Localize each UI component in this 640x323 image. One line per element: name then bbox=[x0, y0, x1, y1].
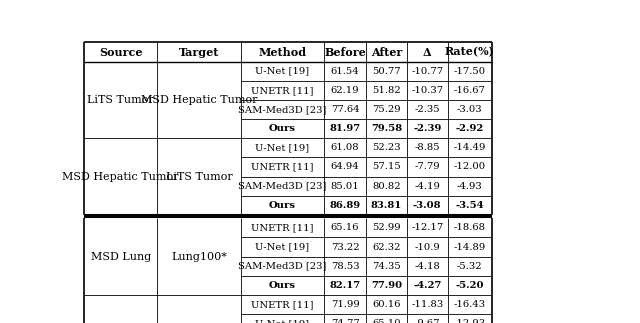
Text: LiTS Tumor: LiTS Tumor bbox=[87, 95, 154, 105]
Text: -18.68: -18.68 bbox=[454, 224, 486, 233]
Text: -2.39: -2.39 bbox=[413, 124, 442, 133]
Text: U-Net [19]: U-Net [19] bbox=[255, 67, 309, 76]
Text: 71.99: 71.99 bbox=[331, 300, 360, 309]
Text: MSD Lung: MSD Lung bbox=[90, 252, 151, 262]
Text: MSD Hepatic Tumor: MSD Hepatic Tumor bbox=[141, 95, 257, 105]
Text: 50.77: 50.77 bbox=[372, 67, 401, 76]
Text: -4.93: -4.93 bbox=[457, 182, 483, 191]
Text: SAM-Med3D [23]: SAM-Med3D [23] bbox=[238, 262, 326, 271]
Text: 74.35: 74.35 bbox=[372, 262, 401, 271]
Text: After: After bbox=[371, 47, 402, 57]
Text: -3.08: -3.08 bbox=[413, 201, 442, 210]
Text: 81.97: 81.97 bbox=[330, 124, 361, 133]
Text: Δ: Δ bbox=[423, 47, 431, 57]
Text: -8.85: -8.85 bbox=[414, 143, 440, 152]
Text: U-Net [19]: U-Net [19] bbox=[255, 319, 309, 323]
Text: U-Net [19]: U-Net [19] bbox=[255, 243, 309, 252]
Text: 85.01: 85.01 bbox=[331, 182, 360, 191]
Text: 75.29: 75.29 bbox=[372, 105, 401, 114]
Text: 51.82: 51.82 bbox=[372, 86, 401, 95]
Text: 82.17: 82.17 bbox=[330, 281, 361, 290]
Text: Ours: Ours bbox=[269, 201, 296, 210]
Text: 83.81: 83.81 bbox=[371, 201, 402, 210]
Text: 80.82: 80.82 bbox=[372, 182, 401, 191]
Text: -5.32: -5.32 bbox=[457, 262, 483, 271]
Text: Rate(%): Rate(%) bbox=[445, 47, 495, 57]
Text: SAM-Med3D [23]: SAM-Med3D [23] bbox=[238, 105, 326, 114]
Text: Ours: Ours bbox=[269, 124, 296, 133]
Text: Source: Source bbox=[99, 47, 143, 57]
Text: -11.83: -11.83 bbox=[411, 300, 444, 309]
Text: 57.15: 57.15 bbox=[372, 162, 401, 172]
Text: UNETR [11]: UNETR [11] bbox=[251, 300, 314, 309]
Text: -7.79: -7.79 bbox=[414, 162, 440, 172]
Text: Lung100*: Lung100* bbox=[171, 252, 227, 262]
Text: -4.19: -4.19 bbox=[414, 182, 440, 191]
Text: 73.22: 73.22 bbox=[331, 243, 360, 252]
Text: 52.23: 52.23 bbox=[372, 143, 401, 152]
Text: 61.54: 61.54 bbox=[331, 67, 360, 76]
Text: -2.35: -2.35 bbox=[414, 105, 440, 114]
Text: 65.16: 65.16 bbox=[331, 224, 360, 233]
Text: -14.49: -14.49 bbox=[454, 143, 486, 152]
Text: LiTS Tumor: LiTS Tumor bbox=[166, 172, 232, 182]
Text: -16.43: -16.43 bbox=[454, 300, 486, 309]
Text: Ours: Ours bbox=[269, 281, 296, 290]
Text: 64.94: 64.94 bbox=[331, 162, 360, 172]
Text: 60.16: 60.16 bbox=[372, 300, 401, 309]
Text: -12.17: -12.17 bbox=[411, 224, 444, 233]
Text: -5.20: -5.20 bbox=[456, 281, 484, 290]
Text: 62.32: 62.32 bbox=[372, 243, 401, 252]
Text: -16.67: -16.67 bbox=[454, 86, 486, 95]
Text: 78.53: 78.53 bbox=[331, 262, 360, 271]
Text: UNETR [11]: UNETR [11] bbox=[251, 162, 314, 172]
Text: -2.92: -2.92 bbox=[456, 124, 484, 133]
Text: -3.03: -3.03 bbox=[457, 105, 483, 114]
Text: -17.50: -17.50 bbox=[454, 67, 486, 76]
Text: 79.58: 79.58 bbox=[371, 124, 402, 133]
Text: -10.9: -10.9 bbox=[414, 243, 440, 252]
Text: U-Net [19]: U-Net [19] bbox=[255, 143, 309, 152]
Text: -9.67: -9.67 bbox=[415, 319, 440, 323]
Text: -4.27: -4.27 bbox=[413, 281, 442, 290]
Text: 77.90: 77.90 bbox=[371, 281, 402, 290]
Text: Target: Target bbox=[179, 47, 220, 57]
Text: -12.93: -12.93 bbox=[454, 319, 486, 323]
Text: 74.77: 74.77 bbox=[331, 319, 360, 323]
Text: 77.64: 77.64 bbox=[331, 105, 360, 114]
Text: 61.08: 61.08 bbox=[331, 143, 360, 152]
Text: 62.19: 62.19 bbox=[331, 86, 360, 95]
Text: -4.18: -4.18 bbox=[414, 262, 440, 271]
Text: 86.89: 86.89 bbox=[330, 201, 361, 210]
Text: -12.00: -12.00 bbox=[454, 162, 486, 172]
Text: Before: Before bbox=[324, 47, 366, 57]
Text: UNETR [11]: UNETR [11] bbox=[251, 224, 314, 233]
Text: -10.37: -10.37 bbox=[411, 86, 444, 95]
Text: UNETR [11]: UNETR [11] bbox=[251, 86, 314, 95]
Text: -14.89: -14.89 bbox=[454, 243, 486, 252]
Text: MSD Hepatic Tumor: MSD Hepatic Tumor bbox=[63, 172, 179, 182]
Text: -10.77: -10.77 bbox=[411, 67, 444, 76]
Text: SAM-Med3D [23]: SAM-Med3D [23] bbox=[238, 182, 326, 191]
Text: -3.54: -3.54 bbox=[456, 201, 484, 210]
Text: 65.10: 65.10 bbox=[372, 319, 401, 323]
Text: Method: Method bbox=[259, 47, 307, 57]
Text: 52.99: 52.99 bbox=[372, 224, 401, 233]
